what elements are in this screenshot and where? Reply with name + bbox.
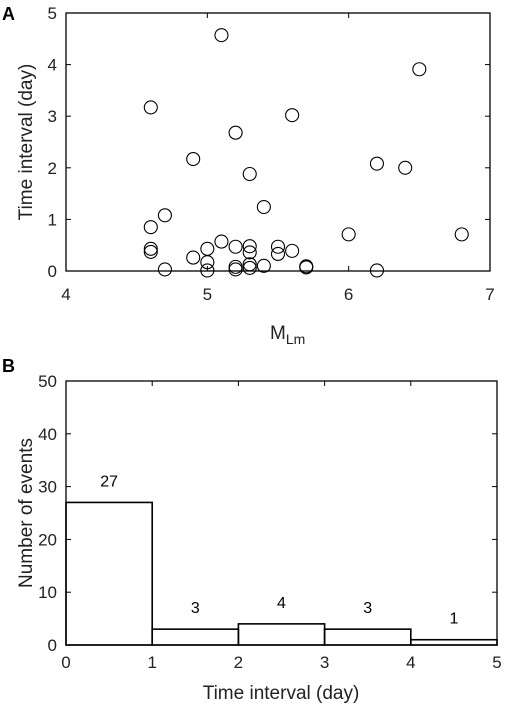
scatter-point xyxy=(454,227,469,242)
panel-a-points xyxy=(143,28,469,278)
scatter-point xyxy=(214,28,229,43)
scatter-point xyxy=(186,151,201,167)
scatter-point xyxy=(214,234,229,249)
scatter-point xyxy=(369,263,384,278)
scatter-point xyxy=(242,239,257,254)
panel-b-x-tick-label: 1 xyxy=(147,653,156,672)
panel-a-ticks: 4 5 6 7 0 1 2 3 4 5 xyxy=(48,4,495,304)
scatter-point xyxy=(228,239,243,254)
scatter-point xyxy=(398,160,413,175)
panel-a-label: A xyxy=(2,4,15,24)
histogram-bar-label: 27 xyxy=(100,473,118,490)
scatter-point xyxy=(299,260,314,275)
panel-a-x-tick-label: 5 xyxy=(203,285,212,304)
panel-b-x-tick-label: 3 xyxy=(320,653,329,672)
panel-a-plot-frame xyxy=(65,12,491,272)
panel-b-y-tick-label: 50 xyxy=(38,372,57,391)
panel-b-y-tick-label: 0 xyxy=(48,636,57,655)
panel-a-x-tick-label: 6 xyxy=(344,285,353,304)
panel-a-y-tick-label: 5 xyxy=(48,4,57,23)
panel-b-y-tick-label: 10 xyxy=(38,583,57,602)
scatter-point xyxy=(228,262,243,277)
scatter-point xyxy=(143,220,158,235)
panel-a-y-tick-label: 4 xyxy=(48,56,57,75)
panel-b-y-tick-label: 20 xyxy=(38,530,57,549)
scatter-point xyxy=(369,156,384,171)
panel-a-x-tick-label: 7 xyxy=(485,285,494,304)
panel-a-y-axis-title: Time interval (day) xyxy=(16,64,37,221)
scatter-point xyxy=(285,108,300,123)
scatter-point xyxy=(200,241,215,256)
scatter-point xyxy=(143,100,158,115)
panel-a-y-tick-label: 0 xyxy=(48,262,57,281)
scatter-point xyxy=(157,262,172,277)
panel-b-x-tick-label: 0 xyxy=(61,653,70,672)
panel-b-y-tick-label: 40 xyxy=(38,425,57,444)
scatter-point xyxy=(143,244,158,259)
panel-b-bars xyxy=(65,501,498,646)
scatter-point xyxy=(242,260,257,275)
panel-a-scatter: A 4 5 6 7 0 1 2 3 4 5 Time interval (day) MLm xyxy=(2,4,495,347)
panel-a-y-tick-label: 2 xyxy=(48,159,57,178)
scatter-point xyxy=(412,62,427,77)
histogram-bar-label: 4 xyxy=(277,595,286,612)
panel-b-x-tick-label: 2 xyxy=(234,653,243,672)
panel-b-plot-frame xyxy=(65,380,498,646)
scatter-point xyxy=(143,241,158,256)
panel-b-label: B xyxy=(2,356,15,376)
scatter-point xyxy=(228,125,243,140)
scatter-point xyxy=(242,166,257,182)
scatter-point xyxy=(157,208,172,223)
panel-b-y-axis-title: Number of events xyxy=(16,438,37,588)
histogram-bar xyxy=(65,501,153,646)
panel-a-y-tick-label: 3 xyxy=(48,107,57,126)
scatter-point xyxy=(270,239,286,254)
scatter-point xyxy=(186,250,201,265)
scatter-point xyxy=(242,257,257,272)
scatter-point xyxy=(285,243,300,258)
panel-b-y-tick-label: 30 xyxy=(38,478,57,497)
panel-a-x-axis-title: MLm xyxy=(270,323,305,347)
panel-b-x-tick-label: 5 xyxy=(492,653,501,672)
histogram-bar-label: 1 xyxy=(449,611,458,628)
histogram-bar xyxy=(323,628,412,646)
panel-b-x-tick-label: 4 xyxy=(406,653,415,672)
histogram-bar xyxy=(409,638,498,646)
scatter-point xyxy=(242,245,257,260)
histogram-bar xyxy=(237,623,326,646)
panel-b-bar-labels: 27 3 4 3 1 xyxy=(100,473,458,627)
scatter-point xyxy=(200,263,215,278)
histogram-bar xyxy=(151,628,240,646)
scatter-point xyxy=(200,255,215,270)
panel-a-x-tick-label: 4 xyxy=(61,285,70,304)
scatter-point xyxy=(270,246,286,262)
scatter-point xyxy=(256,199,271,215)
scatter-point xyxy=(256,258,271,273)
panel-a-y-tick-label: 1 xyxy=(48,210,57,229)
histogram-bar-label: 3 xyxy=(363,600,372,617)
panel-b-x-axis-title: Time interval (day) xyxy=(203,683,360,704)
scatter-point xyxy=(341,227,356,242)
histogram-bar-label: 3 xyxy=(191,600,200,617)
